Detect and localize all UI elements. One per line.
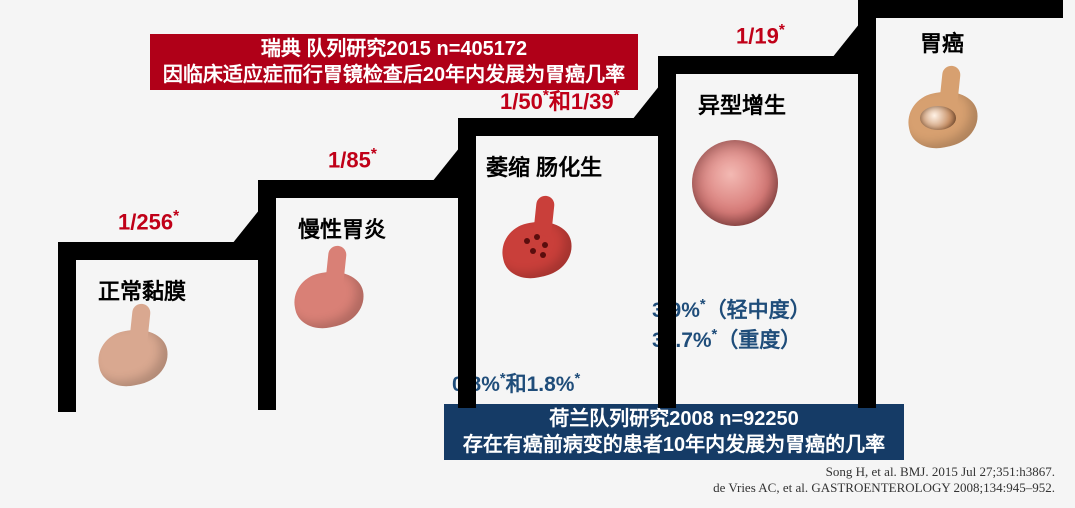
step-label-3: 异型增生 (698, 88, 786, 120)
stage-illustration-3 (692, 140, 782, 220)
risk-label-0: 1/256* (118, 208, 179, 235)
swedish-cohort-banner: 瑞典 队列研究2015 n=405172 因临床适应症而行胃镜检查后20年内发展… (150, 34, 638, 90)
step-label-2: 萎缩 肠化生 (486, 150, 602, 182)
stage-illustration-2 (494, 210, 584, 290)
citation-devries: de Vries AC, et al. GASTROENTEROLOGY 200… (713, 480, 1055, 496)
step-label-0: 正常黏膜 (98, 274, 186, 306)
risk-label-2: 1/50*和1/39* (500, 84, 620, 116)
banner-line2: 存在有癌前病变的患者10年内发展为胃癌的几率 (456, 432, 892, 458)
stage-illustration-0 (90, 318, 180, 398)
dutch-cohort-banner: 荷兰队列研究2008 n=92250 存在有癌前病变的患者10年内发展为胃癌的几… (444, 404, 904, 460)
risk-label-1: 1/85* (328, 146, 377, 173)
citation-song: Song H, et al. BMJ. 2015 Jul 27;351:h386… (826, 464, 1055, 480)
banner-line1: 瑞典 队列研究2015 n=405172 (162, 36, 626, 62)
diagram-stage: 瑞典 队列研究2015 n=405172 因临床适应症而行胃镜检查后20年内发展… (0, 0, 1075, 508)
step-frame-4 (858, 0, 1063, 408)
step-label-1: 慢性胃炎 (298, 212, 386, 244)
stage-illustration-1 (286, 260, 376, 340)
stage-illustration-4 (900, 80, 990, 160)
risk-label-3: 1/19* (736, 22, 785, 49)
step-label-4: 胃癌 (920, 26, 964, 58)
banner-line1: 荷兰队列研究2008 n=92250 (456, 406, 892, 432)
